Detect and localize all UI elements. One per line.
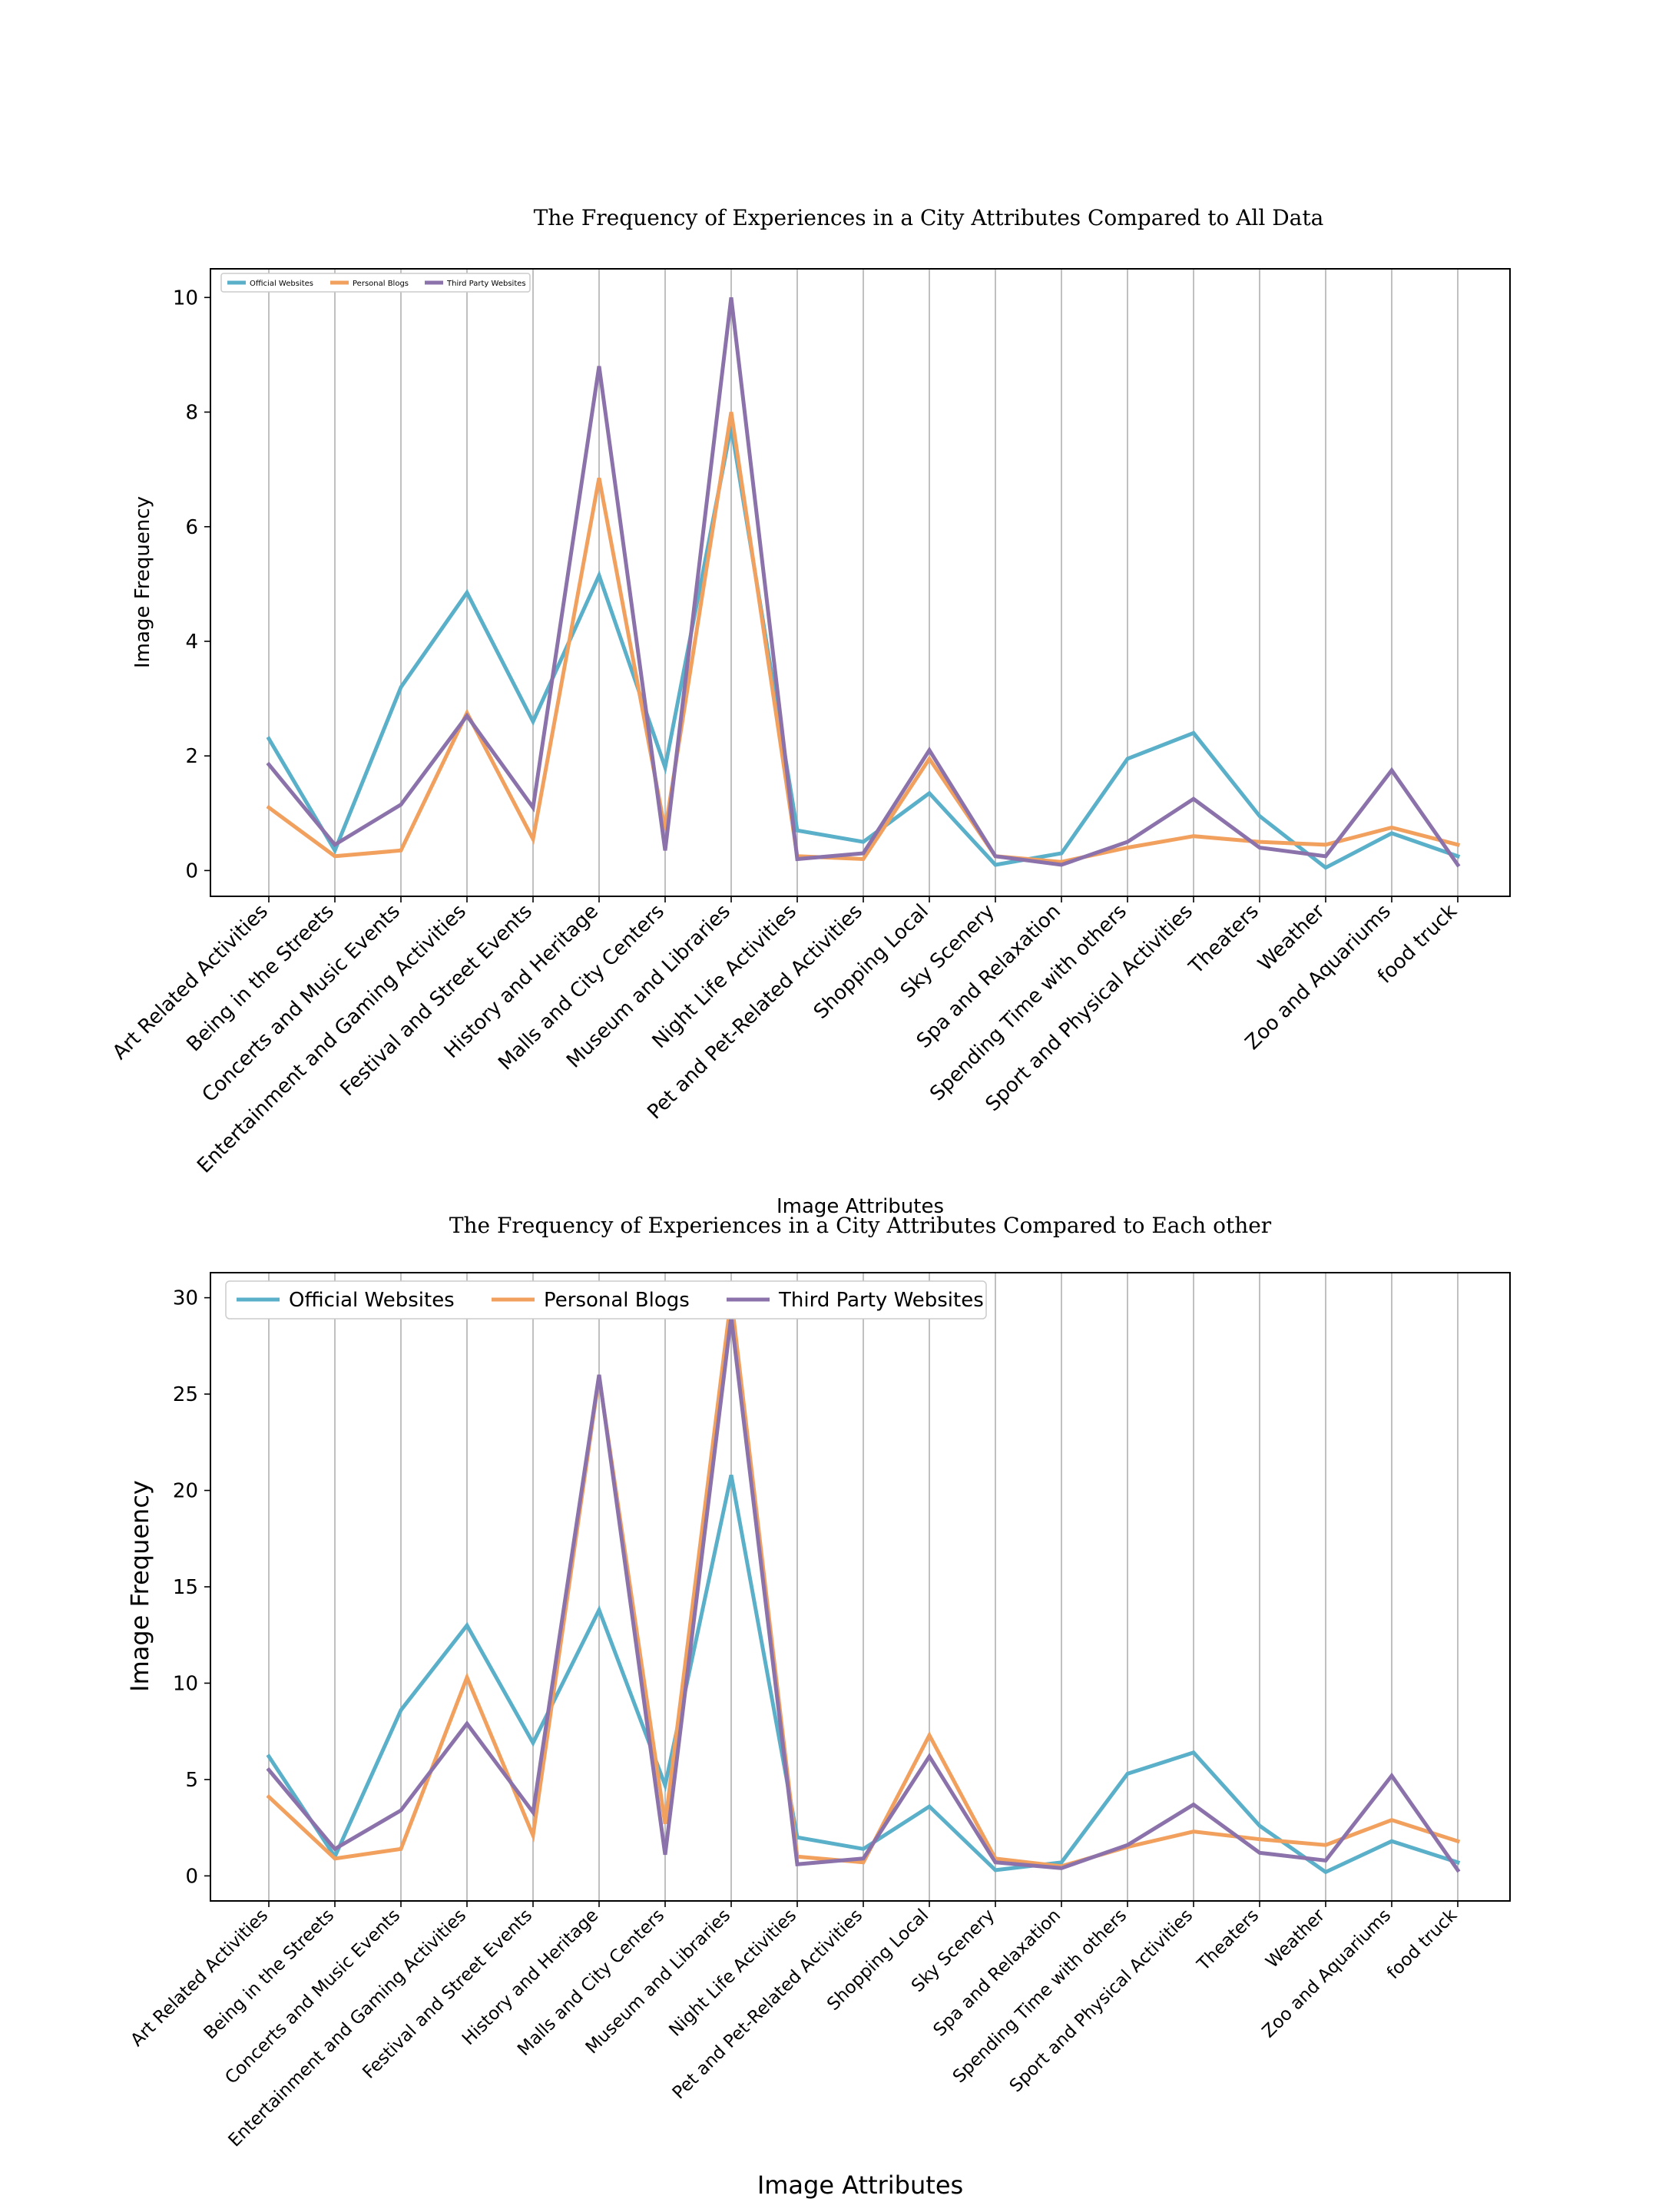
series-line-official-websites	[266, 426, 1461, 870]
y-tick-label: 0	[185, 1865, 198, 1888]
chart-bottom-title: The Frequency of Experiences in a City A…	[449, 1213, 1272, 1238]
y-tick-label: 4	[185, 631, 198, 654]
chart-top-legend: Official Websites Personal Blogs Third P…	[220, 273, 531, 293]
chart-bottom-y-axis: 0 5 10 15 20 25 30	[173, 1287, 210, 1888]
legend-label-official-websites: Official Websites	[250, 280, 313, 288]
chart-top-x-axis-label: Image Attributes	[777, 1195, 944, 1218]
series-line-personal-blogs	[266, 1297, 1461, 1869]
legend-label-personal-blogs: Personal Blogs	[353, 280, 409, 288]
y-tick-label: 2	[185, 745, 198, 768]
legend-label-official-websites: Official Websites	[289, 1289, 455, 1312]
chart-bottom-legend-frame	[225, 1280, 987, 1320]
y-tick-label: 8	[185, 402, 198, 425]
y-tick-label: 30	[173, 1287, 198, 1310]
legend-label-personal-blogs: Personal Blogs	[544, 1289, 690, 1312]
chart-top-y-axis-label: Image Frequency	[131, 496, 154, 668]
legend-label-third-party-websites: Third Party Websites	[778, 1289, 984, 1312]
chart-bottom-y-axis-label: Image Frequency	[125, 1480, 154, 1692]
series-line-third-party-websites	[266, 1316, 1461, 1873]
y-tick-label: 25	[173, 1383, 198, 1406]
y-tick-label: 0	[185, 859, 198, 882]
chart-top-plot-frame	[210, 268, 1511, 897]
chart-bottom-gridlines	[268, 1273, 1459, 1901]
y-tick-label: 20	[173, 1480, 198, 1503]
y-tick-label: 5	[185, 1769, 198, 1792]
chart-top-title: The Frequency of Experiences in a City A…	[534, 205, 1324, 230]
series-line-official-websites	[266, 1474, 1461, 1875]
chart-top-series	[266, 297, 1461, 870]
chart-bottom-series	[266, 1297, 1461, 1875]
chart-top-legend-frame	[220, 273, 531, 293]
y-tick-label: 10	[173, 1672, 198, 1695]
y-tick-label: 15	[173, 1576, 198, 1599]
y-tick-label: 6	[185, 516, 198, 539]
chart-top-y-axis: 0 2 4 6 8 10	[173, 286, 210, 882]
chart-bottom-legend: Official Websites Personal Blogs Third P…	[225, 1280, 987, 1320]
series-line-third-party-websites	[266, 297, 1461, 868]
legend-label-third-party-websites: Third Party Websites	[446, 280, 526, 288]
y-tick-label: 10	[173, 286, 198, 310]
chart-bottom-x-axis-label: Image Attributes	[757, 2171, 963, 2200]
